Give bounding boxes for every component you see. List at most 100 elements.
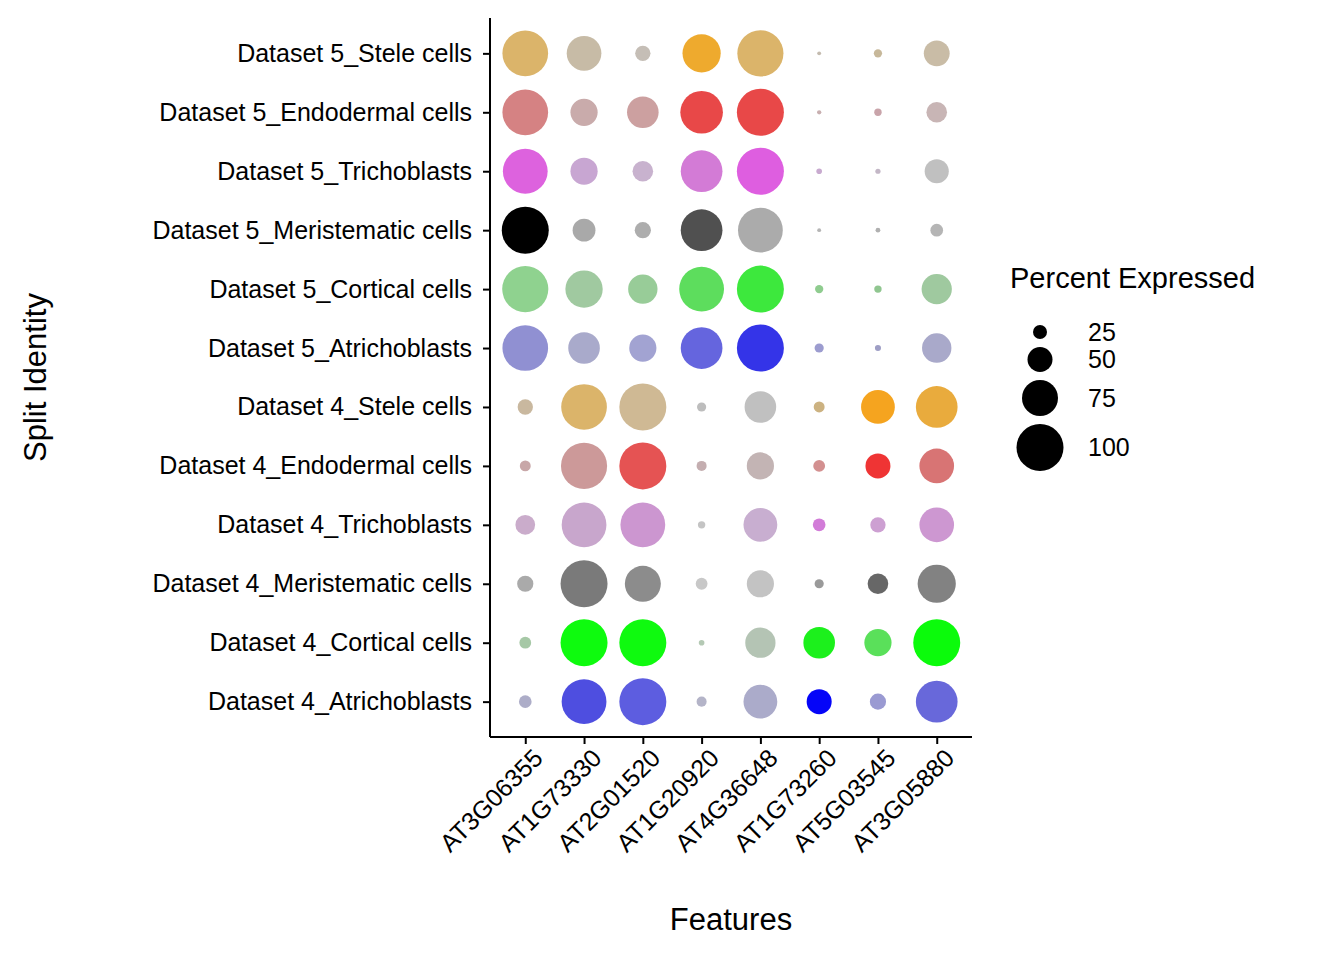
y-tick: Dataset 5_Atrichoblasts — [208, 334, 490, 362]
dot — [698, 521, 705, 528]
dot — [803, 627, 835, 659]
legend-dot — [1017, 424, 1064, 471]
y-tick-label: Dataset 5_Endodermal cells — [159, 98, 472, 126]
dot — [681, 327, 723, 369]
y-tick: Dataset 5_Cortical cells — [209, 275, 490, 303]
dot — [737, 266, 784, 313]
dot — [629, 334, 656, 361]
y-tick-label: Dataset 4_Cortical cells — [209, 628, 472, 656]
x-tick-mark — [584, 737, 586, 744]
dot — [918, 565, 956, 603]
dot — [561, 443, 607, 489]
y-tick: Dataset 5_Trichoblasts — [217, 157, 490, 185]
dot — [813, 518, 826, 531]
x-axis-line — [490, 736, 972, 738]
x-tick-mark — [819, 737, 821, 744]
dot — [745, 628, 775, 658]
dot — [619, 678, 666, 725]
x-tick: AT1G73260 — [728, 737, 842, 857]
dot — [502, 266, 548, 312]
chart: AT3G06355AT1G73330AT2G01520AT1G20920AT4G… — [0, 0, 1344, 960]
dot — [628, 274, 657, 303]
dot — [926, 102, 947, 123]
dot — [561, 384, 607, 430]
y-axis: Dataset 5_Stele cells Dataset 5_Endoderma… — [152, 18, 490, 737]
y-tick-mark — [483, 465, 490, 467]
legend-label: 100 — [1088, 433, 1130, 461]
dot — [681, 209, 723, 251]
x-tick-mark — [936, 737, 938, 744]
y-tick: Dataset 5_Stele cells — [237, 39, 490, 67]
y-tick-mark — [483, 53, 490, 55]
dot — [876, 228, 881, 233]
dot — [874, 49, 882, 57]
dot — [861, 390, 895, 424]
y-tick: Dataset 4_Endodermal cells — [159, 451, 490, 479]
x-tick: AT3G05880 — [845, 737, 959, 857]
y-tick-label: Dataset 5_Atrichoblasts — [208, 334, 472, 362]
y-tick-mark — [483, 289, 490, 291]
dot — [565, 270, 602, 307]
y-tick: Dataset 4_Stele cells — [237, 392, 490, 420]
legend-label: 75 — [1088, 384, 1116, 412]
y-tick-mark — [483, 642, 490, 644]
legend-dot — [1028, 347, 1053, 372]
dot — [561, 560, 608, 607]
dot — [561, 619, 608, 666]
dot — [737, 89, 784, 136]
y-tick-mark — [483, 112, 490, 114]
dot — [620, 502, 665, 547]
dot — [625, 566, 661, 602]
dot — [573, 219, 596, 242]
dot — [570, 158, 597, 185]
legend-label: 50 — [1088, 345, 1116, 373]
dot — [807, 689, 832, 714]
x-tick-mark — [525, 737, 527, 744]
y-tick-label: Dataset 5_Cortical cells — [209, 275, 472, 303]
dot — [562, 679, 607, 724]
y-tick-mark — [483, 524, 490, 526]
dot — [817, 228, 821, 232]
y-axis-line — [489, 18, 491, 737]
legend-dot — [1022, 380, 1058, 416]
dot — [697, 402, 706, 411]
dot — [870, 694, 886, 710]
dot — [635, 222, 651, 238]
y-tick: Dataset 5_Meristematic cells — [152, 216, 490, 244]
y-tick-label: Dataset 4_Endodermal cells — [159, 451, 472, 479]
x-tick-label: AT3G05880 — [845, 743, 959, 857]
dot — [813, 460, 825, 472]
dot — [925, 159, 949, 183]
dot — [627, 96, 659, 128]
y-tick-mark — [483, 230, 490, 232]
dot — [515, 515, 535, 535]
dot — [502, 31, 548, 77]
dot — [683, 34, 721, 72]
y-tick-label: Dataset 5_Meristematic cells — [152, 216, 472, 244]
dot — [743, 685, 777, 719]
dot — [519, 695, 532, 708]
dot — [868, 573, 889, 594]
dot — [696, 578, 708, 590]
y-tick: Dataset 4_Trichoblasts — [217, 510, 490, 538]
size-legend: Percent Expressed255075100 — [1010, 262, 1255, 471]
dot — [875, 169, 880, 174]
dot — [680, 91, 723, 134]
dot — [924, 40, 950, 66]
dot — [738, 208, 783, 253]
dot — [737, 30, 783, 76]
dot — [916, 386, 958, 428]
dot — [518, 399, 533, 414]
y-tick-label: Dataset 4_Trichoblasts — [217, 510, 472, 538]
x-tick-mark — [642, 737, 644, 744]
dots — [502, 30, 960, 725]
x-tick-mark — [877, 737, 879, 744]
y-axis-title: Split Identity — [18, 293, 53, 462]
x-axis-title: Features — [670, 902, 792, 937]
y-tick-mark — [483, 701, 490, 703]
dot — [699, 640, 705, 646]
y-tick-label: Dataset 4_Stele cells — [237, 392, 472, 420]
y-tick: Dataset 4_Cortical cells — [209, 628, 490, 656]
dot — [922, 333, 951, 362]
dot — [747, 452, 774, 479]
